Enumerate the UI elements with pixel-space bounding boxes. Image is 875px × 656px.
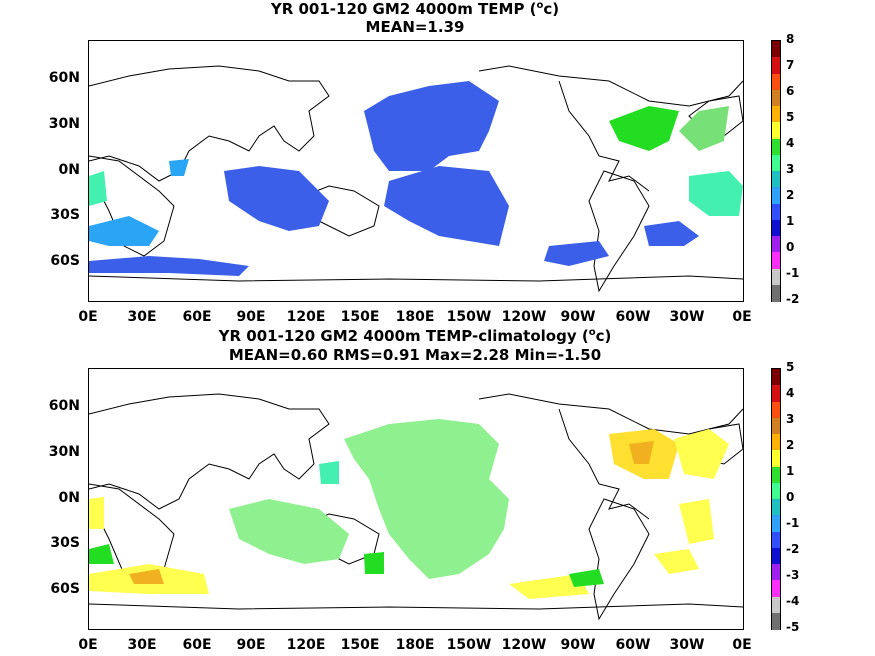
colorbar-swatch	[772, 385, 780, 402]
colorbar-swatch	[772, 41, 780, 58]
colorbar-swatch	[772, 89, 780, 107]
lon-label: 90W	[560, 309, 596, 325]
lon-label: 120W	[501, 637, 547, 653]
lon-label: 0E	[732, 637, 752, 653]
colorbar-label: 5	[786, 360, 795, 374]
lon-label: 120E	[286, 309, 326, 325]
panel2-colorbar	[771, 368, 781, 630]
lon-label: 60W	[615, 309, 651, 325]
lon-label: 150W	[446, 637, 492, 653]
colorbar-swatch	[772, 236, 780, 253]
colorbar-label: -1	[786, 266, 800, 280]
lat-label: 30N	[48, 444, 80, 460]
colorbar-swatch	[772, 482, 780, 500]
colorbar-swatch	[772, 531, 780, 549]
panel2-map	[88, 368, 744, 630]
colorbar-swatch	[772, 154, 780, 172]
colorbar-label: 6	[786, 84, 795, 98]
lon-label: 150E	[340, 637, 380, 653]
colorbar-swatch	[772, 564, 780, 581]
panel2-title: YR 001-120 GM2 4000m TEMP-climatology (o…	[218, 327, 612, 345]
colorbar-swatch	[772, 219, 780, 237]
lon-label: 30E	[127, 309, 157, 325]
panel1-title: YR 001-120 GM2 4000m TEMP (oc)	[270, 0, 560, 18]
colorbar-swatch	[772, 401, 780, 419]
colorbar-label: -4	[786, 594, 800, 608]
colorbar-swatch	[772, 73, 780, 91]
lon-label: 0E	[78, 309, 98, 325]
colorbar-label: 2	[786, 188, 795, 202]
lat-label: 30S	[50, 207, 80, 223]
lon-label: 120W	[501, 309, 547, 325]
lon-label: 30E	[127, 637, 157, 653]
lon-label: 60W	[615, 637, 651, 653]
colorbar-swatch	[772, 252, 780, 269]
lon-label: 30W	[669, 309, 705, 325]
lat-label: 30S	[50, 535, 80, 551]
lon-label: 0E	[78, 637, 98, 653]
colorbar-swatch	[772, 122, 780, 139]
panel1-map	[88, 40, 744, 302]
lon-label: 60E	[182, 637, 212, 653]
colorbar-swatch	[772, 284, 780, 302]
lon-label: 30W	[669, 637, 705, 653]
colorbar-swatch	[772, 138, 780, 156]
colorbar-label: 0	[786, 490, 795, 504]
colorbar-swatch	[772, 580, 780, 597]
colorbar-swatch	[772, 612, 780, 630]
colorbar-label: 8	[786, 32, 795, 46]
panel2-subtitle: MEAN=0.60 RMS=0.91 Max=2.28 Min=-1.50	[228, 346, 602, 364]
colorbar-swatch	[772, 203, 780, 221]
colorbar-swatch	[772, 515, 780, 532]
colorbar-label: -1	[786, 516, 800, 530]
colorbar-label: 3	[786, 412, 795, 426]
colorbar-label: 2	[786, 438, 795, 452]
colorbar-label: 1	[786, 214, 795, 228]
lat-label: 60S	[50, 581, 80, 597]
colorbar-label: -2	[786, 542, 800, 556]
lon-label: 150W	[446, 309, 492, 325]
colorbar-label: -5	[786, 620, 800, 634]
lon-label: 90E	[236, 309, 266, 325]
colorbar-label: 4	[786, 386, 795, 400]
colorbar-label: 0	[786, 240, 795, 254]
panel1-colorbar	[771, 40, 781, 302]
lon-label: 180E	[395, 637, 435, 653]
panel1-subtitle: MEAN=1.39	[365, 18, 465, 36]
colorbar-swatch	[772, 187, 780, 204]
lat-label: 30N	[48, 116, 80, 132]
colorbar-label: 1	[786, 464, 795, 478]
colorbar-swatch	[772, 57, 780, 74]
colorbar-swatch	[772, 434, 780, 451]
lat-label: 60N	[48, 70, 80, 86]
lon-label: 60E	[182, 309, 212, 325]
lat-label: 60N	[48, 398, 80, 414]
colorbar-swatch	[772, 106, 780, 123]
colorbar-label: 4	[786, 136, 795, 150]
lon-label: 0E	[732, 309, 752, 325]
lon-label: 180E	[395, 309, 435, 325]
colorbar-swatch	[772, 499, 780, 516]
colorbar-swatch	[772, 596, 780, 614]
lat-label: 60S	[50, 253, 80, 269]
colorbar-swatch	[772, 466, 780, 484]
colorbar-label: 5	[786, 110, 795, 124]
lat-label: 0N	[58, 490, 80, 506]
colorbar-label: -2	[786, 292, 800, 306]
colorbar-label: 7	[786, 58, 795, 72]
colorbar-label: 3	[786, 162, 795, 176]
lon-label: 90E	[236, 637, 266, 653]
lon-label: 150E	[340, 309, 380, 325]
colorbar-swatch	[772, 369, 780, 386]
colorbar-swatch	[772, 171, 780, 188]
colorbar-swatch	[772, 547, 780, 565]
lon-label: 90W	[560, 637, 596, 653]
colorbar-label: -3	[786, 568, 800, 582]
lon-label: 120E	[286, 637, 326, 653]
colorbar-swatch	[772, 450, 780, 467]
colorbar-swatch	[772, 268, 780, 286]
colorbar-swatch	[772, 417, 780, 435]
lat-label: 0N	[58, 162, 80, 178]
